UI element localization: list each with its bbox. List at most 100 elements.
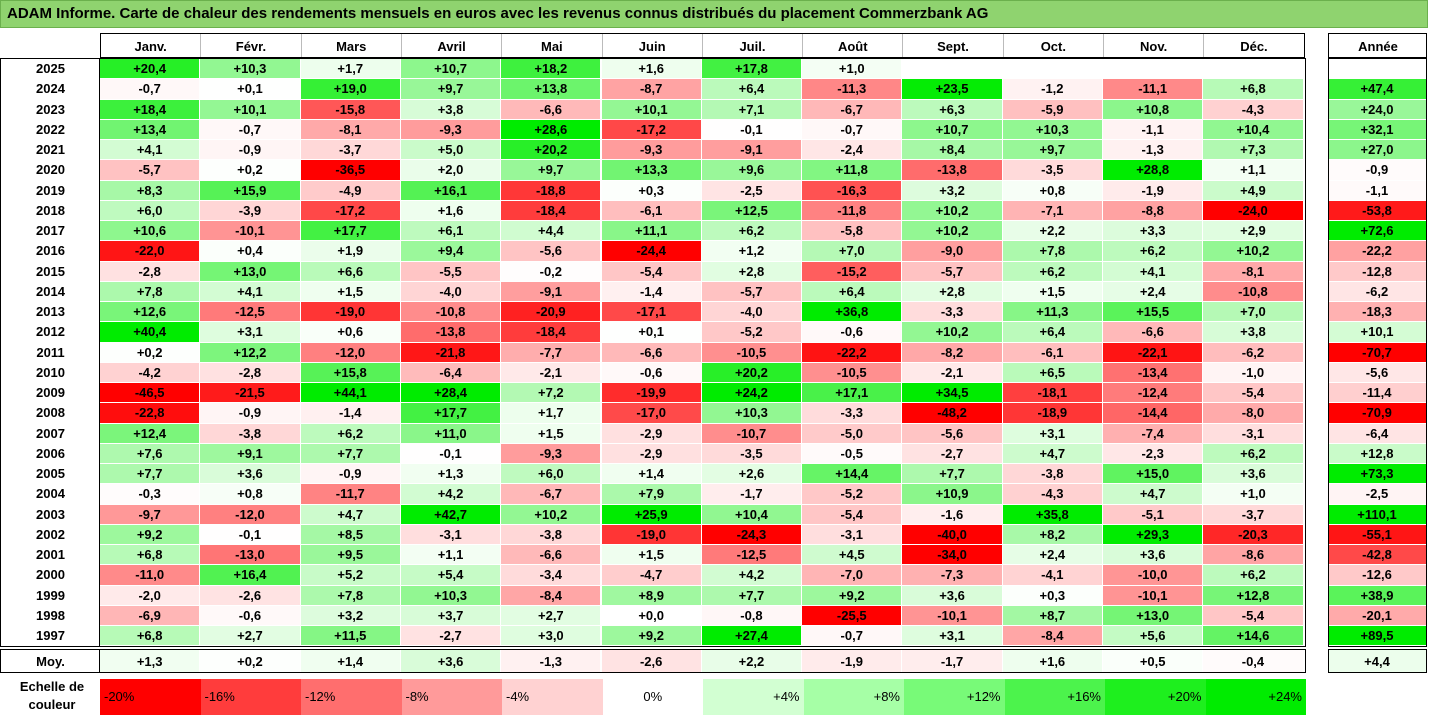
color-scale-label: Echelle de couleur <box>19 679 85 712</box>
color-scale-step: +24% <box>1205 679 1306 715</box>
heatmap-cell: +42,7 <box>400 504 502 525</box>
heatmap-cell: +13,3 <box>601 160 702 181</box>
annual-return-cell: -11,4 <box>1328 383 1427 404</box>
heatmap-cell: +9,7 <box>501 160 602 181</box>
heatmap-cell: -15,2 <box>802 261 903 282</box>
heatmap-cell: -3,5 <box>701 443 803 464</box>
heatmap-cell: -3,7 <box>1203 504 1304 525</box>
year-row-label: 2017 <box>2 221 100 242</box>
heatmap-cell: -6,4 <box>400 362 502 383</box>
heatmap-cell: -2,9 <box>601 443 702 464</box>
month-header: Nov. <box>1103 33 1204 58</box>
heatmap-cell: -9,7 <box>100 504 201 525</box>
heatmap-cell: -0,9 <box>300 464 401 485</box>
heatmap-cell: +7,7 <box>902 464 1003 485</box>
average-row-label: Moy. <box>2 649 100 674</box>
heatmap-cell: -22,8 <box>100 403 201 424</box>
annual-return-cell: +73,3 <box>1328 464 1427 485</box>
heatmap-cell: -40,0 <box>902 524 1003 545</box>
heatmap-cell: -7,7 <box>501 342 602 363</box>
heatmap-cell: +44,1 <box>300 383 401 404</box>
year-row-label: 2015 <box>2 261 100 282</box>
heatmap-cell: +27,4 <box>701 626 803 647</box>
annual-return-cell: -55,1 <box>1328 524 1427 545</box>
heatmap-cell: +8,3 <box>100 180 201 201</box>
heatmap-cell: +11,0 <box>400 423 502 444</box>
heatmap-cell: +12,6 <box>100 302 201 323</box>
year-row-label: 2008 <box>2 403 100 424</box>
heatmap-cell: -11,1 <box>1103 79 1204 100</box>
heatmap-cell: +13,0 <box>200 261 301 282</box>
heatmap-cell: -46,5 <box>100 383 201 404</box>
heatmap-cell: +11,8 <box>802 160 903 181</box>
heatmap-cell: -5,4 <box>802 504 903 525</box>
annual-return-cell: +24,0 <box>1328 99 1427 120</box>
year-row-label: 2001 <box>2 545 100 566</box>
heatmap-cell: -0,8 <box>701 605 803 626</box>
heatmap-cell: +20,4 <box>100 59 201 80</box>
month-header: Juil. <box>701 33 803 58</box>
heatmap-cell: +6,4 <box>802 281 903 302</box>
average-annual-cell: +4,4 <box>1328 649 1427 674</box>
heatmap-cell: -5,5 <box>400 261 502 282</box>
average-cell: -1,9 <box>802 649 903 674</box>
heatmap-cell: -3,7 <box>300 140 401 161</box>
year-row-label: 2004 <box>2 484 100 505</box>
heatmap-cell: +7,0 <box>1203 302 1304 323</box>
heatmap-cell: +10,1 <box>200 99 301 120</box>
heatmap-cell: -20,9 <box>501 302 602 323</box>
heatmap-cell: +1,0 <box>1203 484 1304 505</box>
heatmap-cell: -5,4 <box>601 261 702 282</box>
heatmap-cell: -13,8 <box>902 160 1003 181</box>
heatmap-cell: +3,2 <box>300 605 401 626</box>
heatmap-cell: +6,0 <box>501 464 602 485</box>
heatmap-cell: -4,3 <box>1203 99 1304 120</box>
heatmap-cell: -2,4 <box>802 140 903 161</box>
heatmap-cell: -1,7 <box>701 484 803 505</box>
heatmap-cell: -8,8 <box>1103 200 1204 221</box>
heatmap-cell: -1,0 <box>1203 362 1304 383</box>
annual-return-cell: -12,6 <box>1328 565 1427 586</box>
heatmap-cell: +1,7 <box>300 59 401 80</box>
heatmap-cell: +4,7 <box>1002 443 1103 464</box>
color-scale-step: +12% <box>904 679 1005 715</box>
heatmap-cell: -12,0 <box>200 504 301 525</box>
heatmap-cell: -0,9 <box>200 403 301 424</box>
heatmap-cell: +16,1 <box>400 180 502 201</box>
heatmap-cell: +3,6 <box>902 585 1003 606</box>
heatmap-cell: -15,8 <box>300 99 401 120</box>
heatmap-cell: -2,3 <box>1103 443 1204 464</box>
heatmap-cell: +12,4 <box>100 423 201 444</box>
report-title: ADAM Informe. Carte de chaleur des rende… <box>0 0 1428 28</box>
heatmap-cell: -9,3 <box>501 443 602 464</box>
average-cell: +1,3 <box>100 649 201 674</box>
heatmap-cell: -8,2 <box>902 342 1003 363</box>
heatmap-cell: -24,3 <box>701 524 803 545</box>
heatmap-cell: +3,1 <box>200 322 301 343</box>
heatmap-cell: +14,6 <box>1203 626 1304 647</box>
heatmap-cell: -19,0 <box>300 302 401 323</box>
heatmap-cell: +1,5 <box>501 423 602 444</box>
month-header: Juin <box>601 33 702 58</box>
heatmap-cell: -17,0 <box>601 403 702 424</box>
heatmap-cell: +20,2 <box>501 140 602 161</box>
heatmap-cell: -1,6 <box>902 504 1003 525</box>
heatmap-cell: +1,2 <box>701 241 803 262</box>
color-scale-step: -16% <box>200 679 301 715</box>
heatmap-cell: -0,3 <box>100 484 201 505</box>
heatmap-cell: -2,9 <box>601 423 702 444</box>
annual-return-cell <box>1328 59 1427 80</box>
heatmap-cell: +0,8 <box>200 484 301 505</box>
heatmap-cell: +0,1 <box>200 79 301 100</box>
annual-return-cell: +38,9 <box>1328 585 1427 606</box>
annual-return-cell: -42,8 <box>1328 545 1427 566</box>
average-cell: +2,2 <box>701 649 803 674</box>
heatmap-cell: -17,1 <box>601 302 702 323</box>
heatmap-cell: -8,0 <box>1203 403 1304 424</box>
average-cell: +1,4 <box>300 649 401 674</box>
year-row-label: 2009 <box>2 383 100 404</box>
heatmap-cell: +6,8 <box>1203 79 1304 100</box>
heatmap-cell: +8,5 <box>300 524 401 545</box>
heatmap-cell: +9,5 <box>300 545 401 566</box>
heatmap-cell: +5,0 <box>400 140 502 161</box>
